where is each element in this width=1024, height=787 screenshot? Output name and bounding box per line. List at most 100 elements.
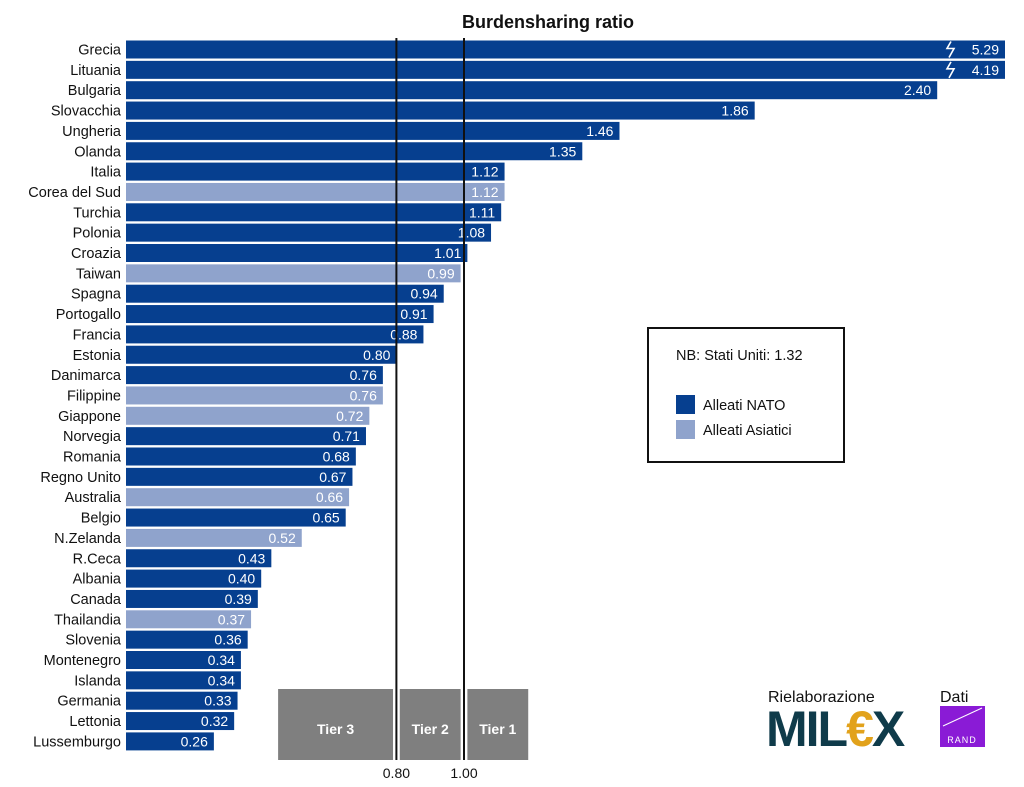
category-label: N.Zelanda	[54, 531, 122, 547]
rand-badge-stroke	[942, 707, 983, 727]
category-label: Belgio	[81, 511, 121, 527]
bars-group: Grecia 5.29 Lituania 4.19 Bulgaria 2.40 Slovac…	[28, 40, 1005, 751]
value-label: 0.68	[323, 449, 350, 465]
tier-label: Tier 2	[412, 721, 449, 737]
category-label: Albania	[73, 572, 122, 588]
bar-estonia	[126, 345, 397, 364]
category-label: R.Ceca	[73, 551, 122, 567]
legend-label-asia: Alleati Asiatici	[703, 423, 792, 439]
bar-francia	[126, 325, 424, 344]
category-label: Lituania	[70, 63, 122, 79]
bar-danimarca	[126, 366, 383, 385]
bar-regno-unito	[126, 467, 353, 486]
bar-islanda	[126, 671, 241, 690]
category-label: Olanda	[74, 144, 122, 160]
bar-norvegia	[126, 427, 366, 446]
value-label: 1.12	[471, 184, 498, 200]
value-label: 0.72	[336, 408, 363, 424]
legend-label-nato: Alleati NATO	[703, 398, 785, 414]
value-label: 1.08	[458, 225, 485, 241]
rielaborazione-label: Rielaborazione	[768, 689, 875, 706]
category-label: Portogallo	[56, 307, 121, 323]
category-label: Regno Unito	[40, 470, 121, 486]
bar-montenegro	[126, 651, 241, 669]
bar-romania	[126, 447, 356, 466]
bar-lussemburgo	[126, 732, 214, 751]
legend: NB: Stati Uniti: 1.32 Alleati NATO Allea…	[647, 327, 845, 463]
rand-logo: Dati RAND	[940, 689, 985, 747]
category-label: Slovacchia	[51, 104, 122, 120]
milex-wordmark: MIL€X	[766, 701, 905, 757]
value-label: 0.94	[410, 286, 437, 302]
value-label: 5.29	[972, 42, 999, 58]
bar-olanda	[126, 142, 583, 161]
bar-albania	[126, 569, 262, 588]
category-label: Giappone	[58, 409, 121, 425]
bar-grecia	[126, 40, 1005, 59]
value-label: 1.35	[549, 143, 576, 159]
category-label: Bulgaria	[68, 83, 122, 99]
category-label: Spagna	[71, 287, 122, 303]
chart-title: Burdensharing ratio	[462, 12, 634, 32]
value-label: 2.40	[904, 82, 931, 98]
category-label: Romania	[63, 450, 122, 466]
category-label: Germania	[57, 694, 122, 710]
bar-bulgaria	[126, 81, 938, 100]
value-label: 1.46	[586, 123, 613, 139]
bar-giappone	[126, 406, 370, 425]
value-label: 0.91	[400, 306, 427, 322]
bar-r-ceca	[126, 549, 272, 568]
value-label: 0.32	[201, 713, 228, 729]
category-label: Lussemburgo	[33, 734, 121, 750]
category-label: Canada	[70, 592, 122, 608]
category-label: Polonia	[73, 226, 122, 242]
value-label: 0.76	[350, 367, 377, 383]
rand-badge	[940, 706, 985, 747]
value-label: 0.67	[319, 469, 346, 485]
reference-lines: 0.80 1.00	[383, 38, 478, 781]
value-label: 0.76	[350, 387, 377, 403]
category-label: Norvegia	[63, 429, 122, 445]
axis-break-icon	[945, 61, 956, 79]
bar-taiwan	[126, 264, 461, 283]
legend-note: NB: Stati Uniti: 1.32	[676, 348, 803, 364]
value-label: 0.34	[208, 652, 235, 668]
category-label: Grecia	[78, 43, 122, 59]
value-label: 1.12	[471, 164, 498, 180]
tier-label: Tier 1	[479, 721, 516, 737]
bar-ungheria	[126, 121, 620, 140]
category-label: Islanda	[74, 673, 122, 689]
tier-box-tier-1	[467, 689, 529, 760]
category-label: Taiwan	[76, 266, 121, 282]
bar-polonia	[126, 223, 492, 242]
value-label: 0.66	[316, 489, 343, 505]
value-label: 1.01	[434, 245, 461, 261]
bar-italia	[126, 162, 505, 181]
reference-line-label: 0.80	[383, 765, 410, 781]
bar-corea-del-sud	[126, 182, 505, 201]
bar-slovacchia	[126, 101, 755, 120]
tier-label: Tier 3	[317, 721, 354, 737]
milex-logo: Rielaborazione MIL€X	[766, 689, 907, 757]
value-label: 0.26	[181, 733, 208, 749]
rand-label: RAND	[947, 735, 977, 745]
tier-box-tier-3	[278, 689, 394, 760]
value-label: 0.39	[225, 591, 252, 607]
value-label: 0.37	[218, 611, 245, 627]
category-label: Italia	[90, 165, 122, 181]
bar-belgio	[126, 508, 346, 527]
value-label: 0.71	[333, 428, 360, 444]
category-label: Filippine	[67, 388, 121, 404]
bar-slovenia	[126, 630, 248, 649]
value-label: 0.99	[427, 265, 454, 281]
category-label: Croazia	[71, 246, 122, 262]
value-label: 4.19	[972, 62, 999, 78]
value-label: 1.11	[469, 204, 495, 220]
bar-croazia	[126, 244, 468, 262]
value-label: 0.65	[312, 510, 339, 526]
bar-canada	[126, 589, 258, 608]
bar-thailandia	[126, 610, 252, 629]
value-label: 0.33	[204, 693, 231, 709]
value-label: 0.43	[238, 550, 265, 566]
tier-box-tier-2	[399, 689, 461, 760]
